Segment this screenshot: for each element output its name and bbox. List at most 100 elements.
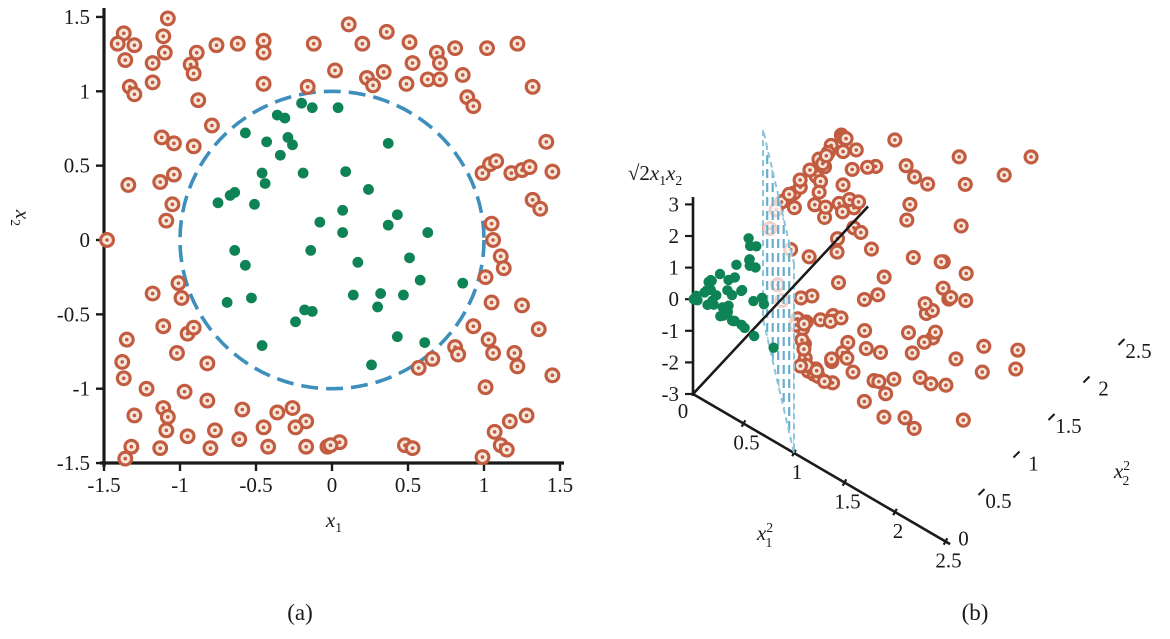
data-point-outer-center [191, 71, 196, 76]
data-point-outer-center [963, 298, 968, 303]
data-point-outer-center [126, 183, 131, 187]
data-point-inner [332, 102, 344, 114]
data-point-inner [692, 295, 703, 306]
data-point-outer-center [261, 50, 266, 55]
data-point-outer-center [850, 167, 855, 172]
data-point-outer-center [485, 46, 489, 50]
data-point-outer-center [812, 202, 817, 207]
data-point-outer-center [505, 447, 509, 452]
data-point-outer-center [175, 351, 179, 355]
data-point-inner [221, 297, 233, 308]
data-point-inner [363, 184, 374, 195]
data-point-outer-center [787, 192, 792, 197]
x2sq-tick [1012, 450, 1021, 459]
y-tick-label: -1.5 [57, 451, 90, 475]
data-point-inner [290, 316, 301, 328]
data-point-inner [212, 197, 224, 209]
data-point-outer-center [179, 296, 184, 300]
data-point-outer-center [438, 61, 442, 65]
data-point-outer-center [275, 410, 280, 415]
data-point-outer-center [121, 31, 126, 36]
data-point-outer-center [304, 444, 308, 449]
data-point-inner [337, 204, 349, 216]
data-point-outer-center [125, 337, 129, 342]
data-point-inner [296, 97, 307, 109]
data-point-inner [337, 227, 349, 238]
data-point-inner [366, 359, 377, 371]
data-point-outer-center [929, 382, 933, 386]
data-point-outer-center [290, 406, 295, 410]
data-point-outer-center [456, 352, 460, 357]
data-point-outer-center [836, 280, 841, 285]
data-point-outer-center [550, 373, 555, 378]
data-point-outer-center [814, 368, 819, 373]
data-point-outer-center [799, 296, 803, 300]
data-point-outer-center [818, 179, 823, 184]
panel-a-caption: (a) [287, 600, 313, 625]
data-point-outer-center [845, 356, 849, 360]
data-point-inner [404, 252, 415, 264]
z-tick-label: -1 [662, 319, 680, 343]
data-point-outer-center [835, 250, 839, 254]
x1sq-tick [942, 537, 949, 546]
data-point-outer-center [515, 364, 520, 369]
data-point-outer-center [176, 281, 181, 285]
x-tick-label: 1 [479, 473, 490, 497]
data-point-inner [372, 301, 383, 313]
data-point-inner [375, 288, 387, 299]
data-point-outer-center [859, 230, 863, 235]
data-point-outer-center [404, 82, 409, 86]
data-point-inner [768, 342, 779, 353]
data-point-outer-center [240, 407, 245, 412]
data-point-inner [723, 274, 734, 286]
data-point-outer-center [425, 77, 430, 82]
data-point-inner [347, 289, 359, 301]
data-point-inner [229, 245, 241, 256]
data-point-outer-center [912, 426, 917, 431]
data-point-outer-center [172, 172, 176, 177]
data-point-outer-center [954, 357, 958, 361]
data-point-outer-center [410, 446, 415, 450]
data-point-inner [726, 315, 738, 326]
data-point-outer-center [536, 327, 541, 332]
data-point-outer-center [191, 325, 196, 330]
y-tick-label: 1.5 [64, 5, 90, 29]
data-point-outer-center [191, 144, 196, 149]
data-point-outer-center [512, 351, 517, 355]
data-point-outer-center [802, 347, 806, 351]
scatter-plot-2d: -1.5 -1 -0.5 0 0.5 1 1.5 1.5 1 0.5 0 -0.5 -1 -1.5 x1​ x… [8, 5, 573, 535]
data-point-outer-center [132, 43, 137, 48]
data-point-inner [422, 227, 434, 238]
data-point-outer-center [822, 379, 827, 384]
data-point-outer-center [158, 180, 163, 184]
z-tick-label: 1 [669, 256, 680, 280]
panel-a-axes: -1.5 -1 -0.5 0 0.5 1 1.5 1.5 1 0.5 0 -0.5 -1 -1.5 [57, 5, 573, 497]
data-point-outer-center [164, 218, 169, 223]
data-point-outer-center [910, 351, 915, 355]
data-point-outer-center [851, 370, 855, 374]
data-point-outer-center [810, 294, 814, 298]
data-point-outer-center [798, 178, 802, 182]
data-point-outer-center [494, 159, 498, 163]
data-point-outer-center [123, 456, 128, 461]
data-point-outer-center [170, 202, 175, 207]
data-point-outer-center [483, 275, 488, 279]
data-point-outer-center [492, 430, 497, 434]
data-point-outer-center [150, 80, 155, 85]
data-point-outer-center [371, 83, 375, 88]
data-point-outer-center [509, 171, 514, 175]
data-point-outer-center [893, 138, 897, 142]
data-point-outer-center [948, 295, 953, 300]
data-point-outer-center [515, 41, 520, 46]
data-point-outer-center [132, 92, 137, 97]
data-point-inner [246, 292, 257, 304]
data-point-inner [256, 340, 268, 351]
data-point-outer-center [841, 183, 845, 187]
x1sq-tick-label: 1.5 [834, 490, 860, 514]
data-point-outer-center [798, 364, 803, 368]
data-point-outer-center [123, 58, 128, 62]
data-point-inner [249, 198, 260, 210]
y-tick-label: 0 [80, 228, 91, 252]
